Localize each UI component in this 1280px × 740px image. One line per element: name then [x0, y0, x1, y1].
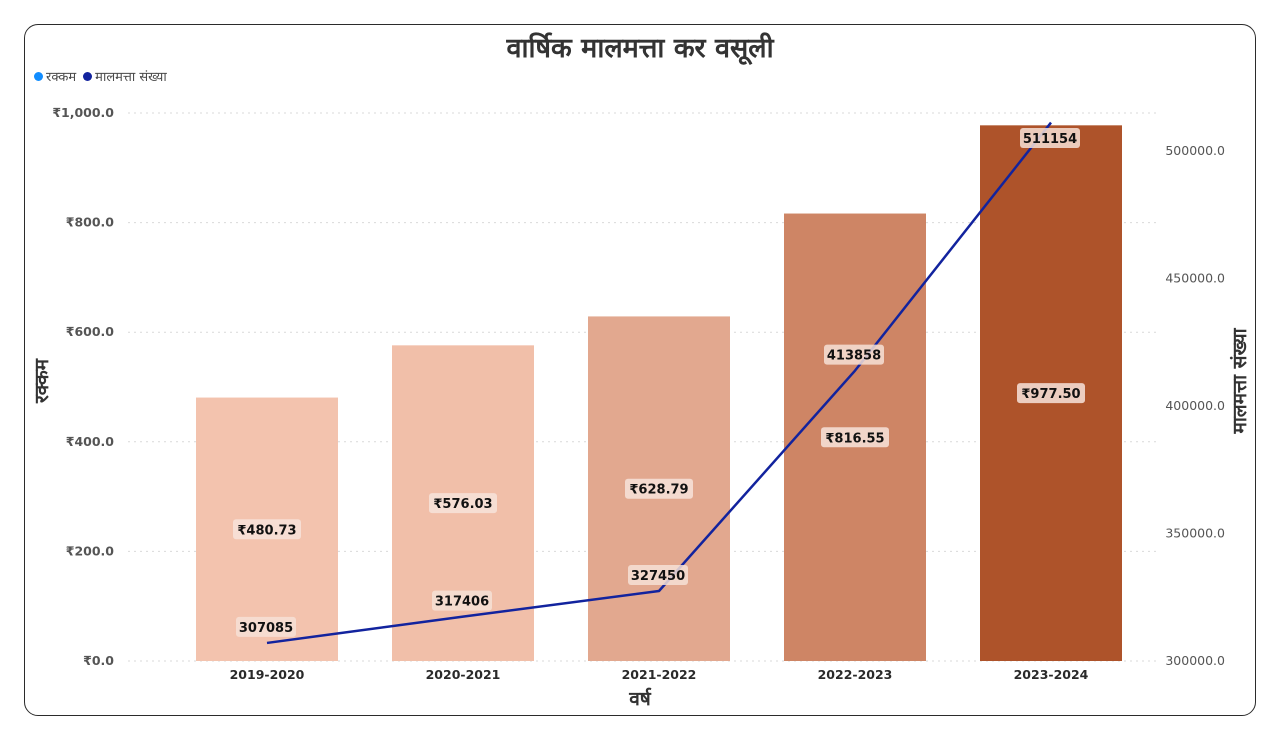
x-tick-label: 2019-2020: [230, 667, 305, 682]
bar-data-label-text: ₹576.03: [433, 497, 492, 512]
y2-tick-label: 350000.0: [1165, 526, 1225, 541]
legend-label-amount: रक्कम: [46, 70, 77, 85]
legend-item-property-count[interactable]: मालमत्ता संख्या: [83, 67, 167, 85]
y-axis-title: रक्कम: [31, 358, 53, 404]
x-tick-label: 2022-2023: [818, 667, 893, 682]
chart-title: वार्षिक मालमत्ता कर वसूली: [506, 33, 774, 64]
y2-tick-label: 300000.0: [1165, 653, 1225, 668]
line-data-label-text: 413858: [827, 349, 881, 364]
line-data-label-box: [236, 616, 296, 637]
line-data-label-box: [628, 565, 688, 586]
bar-data-label-box: [233, 519, 301, 540]
bar-data-label: ₹816.55: [821, 427, 889, 448]
line-data-label: 413858: [824, 344, 884, 365]
y-tick-label: ₹1,000.0: [52, 105, 114, 120]
bar-data-label: ₹628.79: [625, 478, 693, 499]
y-tick-label: ₹400.0: [66, 434, 115, 449]
line-data-label-text: 327450: [631, 569, 685, 584]
bar-data-label-text: ₹480.73: [237, 523, 296, 538]
y-tick-label: ₹0.0: [83, 653, 114, 668]
x-tick-label: 2023-2024: [1014, 667, 1089, 682]
y2-tick-label: 450000.0: [1165, 271, 1225, 286]
bar-data-label: ₹480.73: [233, 519, 301, 540]
y-tick-label: ₹600.0: [66, 324, 115, 339]
y-tick-label: ₹800.0: [66, 215, 115, 230]
line-data-label: 307085: [236, 616, 296, 637]
bar-data-label-text: ₹816.55: [825, 431, 884, 446]
legend-label-property-count: मालमत्ता संख्या: [95, 70, 167, 85]
y2-axis-title: मालमत्ता संख्या: [1229, 327, 1251, 434]
y-tick-label: ₹200.0: [66, 543, 115, 558]
y2-tick-label: 500000.0: [1165, 143, 1225, 158]
bar-data-label: ₹576.03: [429, 493, 497, 514]
line-data-label-text: 307085: [239, 621, 293, 636]
line-data-label-box: [1020, 128, 1080, 148]
bar-data-label-text: ₹628.79: [629, 483, 688, 498]
line-data-label: 317406: [432, 590, 492, 611]
bar-data-label-box: [1017, 383, 1085, 404]
legend-item-amount[interactable]: रक्कम: [34, 67, 76, 85]
line-data-label-box: [824, 344, 884, 365]
x-tick-label: 2020-2021: [426, 667, 501, 682]
bar-data-label-box: [821, 427, 889, 448]
line-data-label: 327450: [628, 565, 688, 586]
bar-data-label-text: ₹977.50: [1021, 387, 1080, 402]
line-data-label-text: 317406: [435, 595, 489, 610]
x-axis-title: वर्ष: [628, 687, 652, 710]
x-tick-label: 2021-2022: [622, 667, 697, 682]
y2-tick-label: 400000.0: [1165, 398, 1225, 413]
legend: रक्कम मालमत्ता संख्या: [34, 67, 174, 85]
line-data-label-text: 511154: [1023, 132, 1077, 147]
bar-data-label-box: [429, 493, 497, 514]
line-data-label-box: [432, 590, 492, 611]
legend-dot-property-count: [83, 71, 93, 81]
bar-data-label: ₹977.50: [1017, 383, 1085, 404]
line-data-label: 511154: [1020, 128, 1080, 148]
bar-data-label-box: [625, 478, 693, 499]
legend-dot-amount: [34, 71, 43, 81]
